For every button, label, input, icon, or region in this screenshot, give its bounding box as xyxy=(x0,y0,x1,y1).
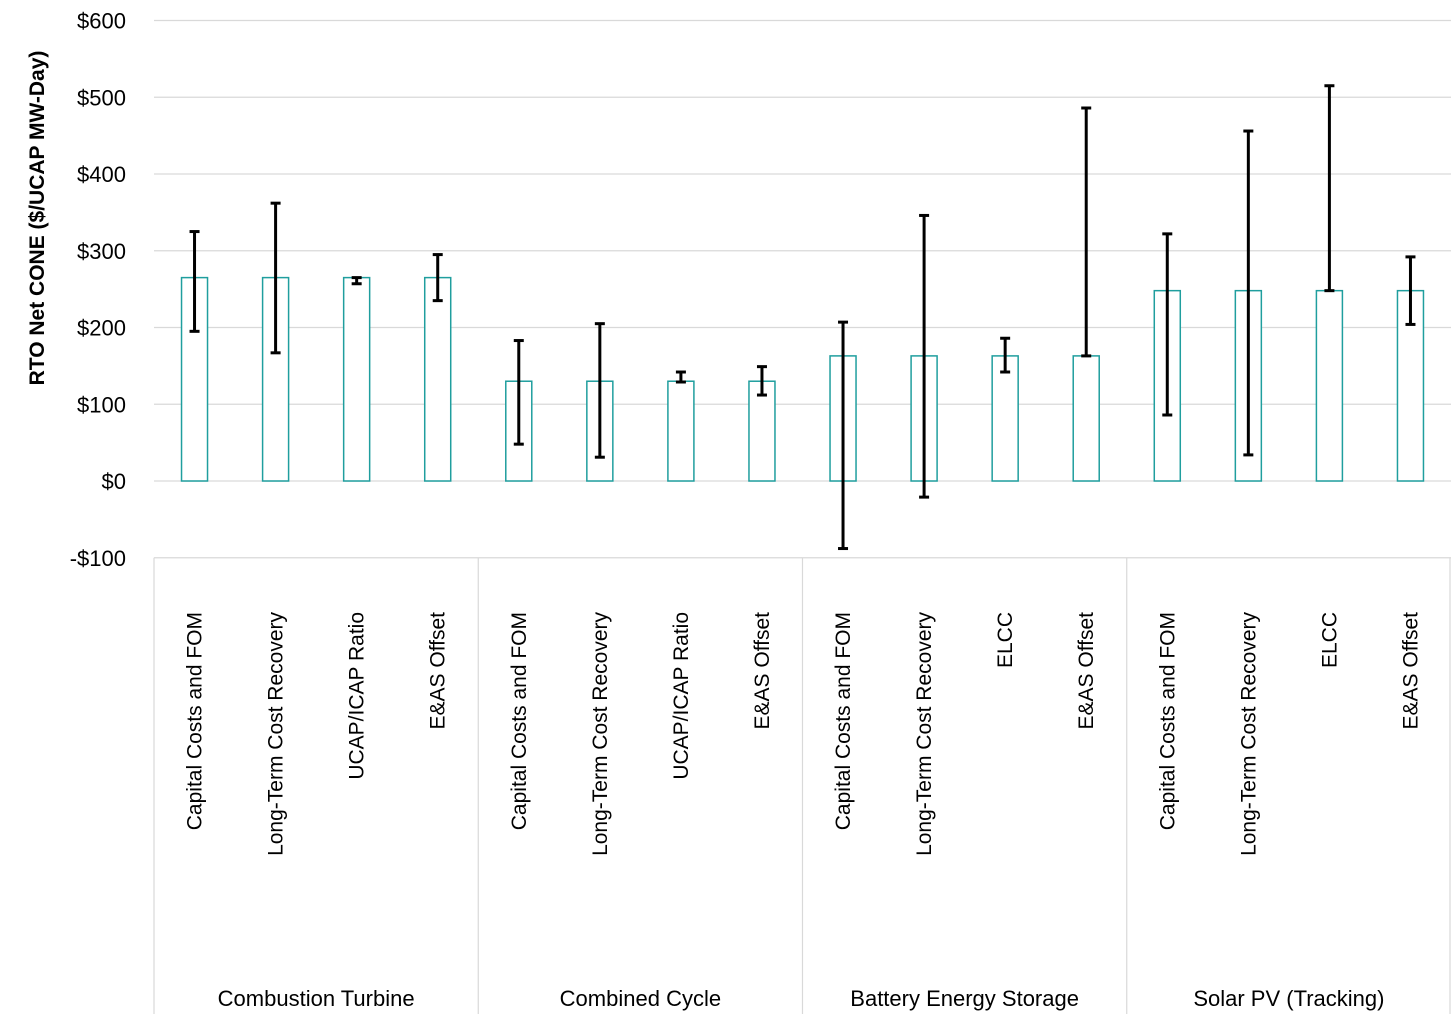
x-axis: Capital Costs and FOM Long-Term Cost Reco… xyxy=(153,557,1451,1014)
x-category-label: Capital Costs and FOM xyxy=(184,612,207,830)
bar xyxy=(342,276,371,482)
bar xyxy=(991,355,1019,482)
x-group-label: Solar PV (Tracking) xyxy=(1193,986,1384,1011)
error-bar xyxy=(432,253,443,303)
error-bar xyxy=(675,370,686,384)
y-tick-label: $500 xyxy=(77,85,126,110)
x-category-label: ELCC xyxy=(994,612,1017,668)
x-category-label: Capital Costs and FOM xyxy=(508,612,531,830)
x-group-label: Combined Cycle xyxy=(560,986,721,1011)
y-tick-label: $600 xyxy=(77,9,126,34)
error-bar xyxy=(270,201,281,355)
error-bar xyxy=(756,365,767,397)
error-bar xyxy=(594,322,605,459)
error-bar xyxy=(189,230,200,333)
y-tick-label: -$100 xyxy=(70,546,126,571)
x-category-label: Capital Costs and FOM xyxy=(832,612,855,830)
y-tick-label: $0 xyxy=(102,469,126,494)
x-category-label: Long-Term Cost Recovery xyxy=(265,612,288,856)
bar xyxy=(748,380,776,482)
error-bar xyxy=(1000,336,1011,374)
error-bar xyxy=(513,339,524,446)
error-bar xyxy=(838,320,849,551)
error-bar xyxy=(1324,84,1335,293)
error-bar xyxy=(351,276,362,286)
x-category-label: E&AS Offset xyxy=(1399,612,1422,730)
y-tick-label: $200 xyxy=(77,316,126,341)
y-tick-label: $100 xyxy=(77,392,126,417)
y-axis-ticks: -$100 $0 $100 $200 $300 $400 $500 $600 xyxy=(70,9,126,571)
x-category-label: Long-Term Cost Recovery xyxy=(1237,612,1260,856)
x-category-label: UCAP/ICAP Ratio xyxy=(346,612,369,780)
x-category-label: E&AS Offset xyxy=(751,612,774,730)
bars xyxy=(180,276,1425,482)
bar xyxy=(1072,355,1100,482)
bar xyxy=(1315,289,1344,482)
y-axis-title: RTO Net CONE ($/UCAP MW-Day) xyxy=(26,51,49,386)
y-tick-label: $400 xyxy=(77,162,126,187)
x-category-label: Long-Term Cost Recovery xyxy=(589,612,612,856)
x-category-label: Long-Term Cost Recovery xyxy=(913,612,936,856)
x-category-label: E&AS Offset xyxy=(1075,612,1098,730)
x-category-label: E&AS Offset xyxy=(427,612,450,730)
error-bars xyxy=(189,84,1416,551)
x-category-label: Capital Costs and FOM xyxy=(1156,612,1179,830)
bar xyxy=(423,276,452,482)
error-bar xyxy=(1405,255,1416,326)
error-bar xyxy=(1162,232,1173,417)
error-bar xyxy=(919,213,930,499)
bar xyxy=(667,380,695,482)
error-bar xyxy=(1243,129,1254,457)
error-bar xyxy=(1081,106,1092,358)
y-tick-label: $300 xyxy=(77,239,126,264)
x-category-label: ELCC xyxy=(1318,612,1341,668)
x-group-label: Battery Energy Storage xyxy=(850,986,1079,1011)
x-group-label: Combustion Turbine xyxy=(218,986,415,1011)
x-category-label: UCAP/ICAP Ratio xyxy=(670,612,693,780)
